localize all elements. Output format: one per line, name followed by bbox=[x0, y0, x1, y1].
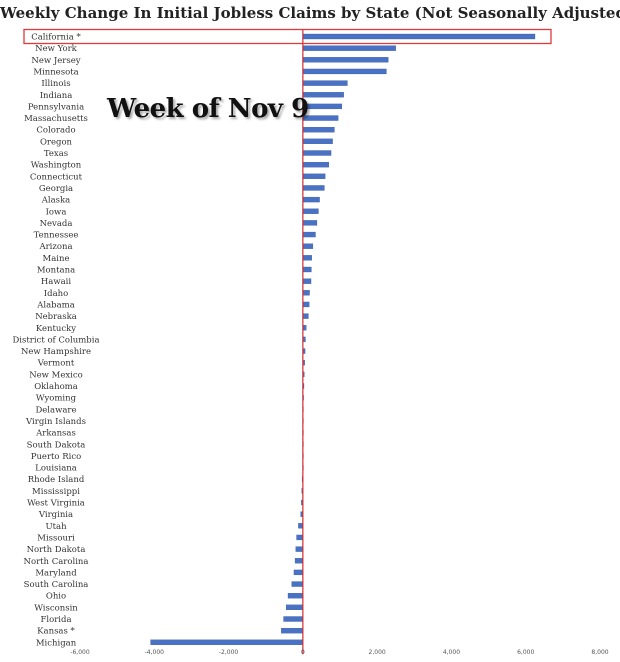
category-label: Virginia bbox=[38, 510, 73, 520]
category-label: Oregon bbox=[40, 137, 73, 147]
x-tick-label: 6,000 bbox=[517, 649, 534, 656]
category-label: New Jersey bbox=[31, 56, 80, 66]
bar bbox=[283, 616, 304, 622]
bar bbox=[293, 569, 304, 576]
x-tick-label: 8,000 bbox=[591, 649, 608, 656]
category-label: Alabama bbox=[36, 300, 75, 310]
week-annotation: Week of Nov 9 bbox=[107, 94, 309, 124]
category-label: Kentucky bbox=[36, 324, 76, 334]
x-tick-label: 4,000 bbox=[443, 649, 460, 656]
category-label: Minnesota bbox=[33, 67, 78, 77]
category-label: Delaware bbox=[35, 405, 76, 415]
bar bbox=[285, 604, 304, 610]
category-label: Vermont bbox=[37, 359, 75, 369]
bar bbox=[302, 220, 318, 226]
category-label: Alaska bbox=[41, 196, 71, 206]
bar bbox=[302, 231, 316, 238]
bar bbox=[302, 185, 325, 191]
bar bbox=[302, 33, 536, 40]
x-tick-label: -2,000 bbox=[219, 649, 239, 656]
bar bbox=[302, 266, 312, 273]
bar bbox=[295, 546, 304, 552]
category-label: Georgia bbox=[39, 184, 73, 194]
category-label: Arizona bbox=[38, 242, 72, 252]
category-label: Ohio bbox=[46, 592, 66, 602]
category-label: Mississippi bbox=[32, 487, 80, 497]
category-label: Maryland bbox=[35, 568, 77, 578]
category-label: Montana bbox=[37, 266, 75, 276]
category-label: Hawaii bbox=[41, 277, 72, 287]
category-label: Utah bbox=[45, 522, 67, 532]
category-label: Iowa bbox=[46, 207, 67, 217]
category-label: South Dakota bbox=[27, 440, 86, 450]
category-label: Wyoming bbox=[36, 394, 77, 404]
bar bbox=[302, 301, 310, 308]
bar bbox=[302, 68, 387, 75]
category-label: Washington bbox=[31, 161, 82, 171]
bar bbox=[302, 196, 320, 203]
x-tick-label: -6,000 bbox=[70, 649, 90, 656]
category-label: New Mexico bbox=[29, 370, 83, 380]
category-label: Louisiana bbox=[35, 464, 77, 474]
highlight-box bbox=[23, 28, 552, 45]
bar bbox=[302, 138, 333, 145]
category-label: Nevada bbox=[40, 219, 73, 229]
category-label: Tennessee bbox=[34, 231, 79, 241]
x-tick-label: 0 bbox=[301, 649, 305, 656]
bar bbox=[302, 313, 309, 319]
category-label: Virgin Islands bbox=[25, 417, 86, 427]
category-label: North Dakota bbox=[27, 545, 86, 555]
x-tick-label: -4,000 bbox=[145, 649, 165, 656]
bar bbox=[302, 208, 319, 214]
category-label: Missouri bbox=[37, 533, 75, 543]
bar bbox=[302, 80, 348, 86]
category-label: Idaho bbox=[44, 289, 68, 299]
category-label: Kansas * bbox=[37, 627, 75, 637]
category-label: Maine bbox=[43, 254, 70, 264]
bar bbox=[302, 278, 312, 284]
category-label: New Hampshire bbox=[21, 347, 91, 357]
bar bbox=[302, 243, 314, 249]
category-label: Puerto Rico bbox=[31, 452, 82, 462]
category-label: Pennsylvania bbox=[28, 102, 84, 112]
category-label: Oklahoma bbox=[34, 382, 78, 392]
bar bbox=[302, 255, 312, 261]
bar bbox=[296, 534, 304, 541]
category-label: New York bbox=[35, 44, 77, 54]
category-label: Massachusetts bbox=[24, 114, 88, 124]
bar bbox=[302, 150, 332, 156]
category-label: Illinois bbox=[41, 79, 70, 89]
category-label: Michigan bbox=[36, 638, 77, 648]
category-label: Nebraska bbox=[35, 312, 77, 322]
category-label: Arkansas bbox=[35, 429, 76, 439]
bar bbox=[302, 290, 310, 296]
category-label: Indiana bbox=[40, 91, 73, 101]
bar bbox=[302, 45, 396, 51]
bar bbox=[150, 639, 304, 645]
bar bbox=[281, 628, 304, 634]
category-label: Texas bbox=[44, 149, 68, 159]
bar bbox=[302, 173, 326, 179]
category-label: West Virginia bbox=[27, 499, 85, 509]
bar bbox=[291, 581, 304, 587]
category-label: Wisconsin bbox=[34, 603, 78, 613]
bar bbox=[302, 161, 330, 168]
category-label: California * bbox=[31, 33, 81, 43]
bar bbox=[298, 523, 304, 529]
category-label: Colorado bbox=[36, 126, 75, 136]
bar bbox=[287, 593, 304, 599]
category-label: South Carolina bbox=[24, 580, 89, 590]
category-label: Florida bbox=[40, 615, 71, 625]
category-label: Rhode Island bbox=[28, 475, 85, 485]
bar bbox=[302, 127, 335, 133]
category-label: District of Columbia bbox=[12, 335, 99, 345]
category-label: Connecticut bbox=[30, 172, 83, 182]
category-label: North Carolina bbox=[24, 557, 89, 567]
chart-title: Weekly Change In Initial Jobless Claims … bbox=[0, 4, 620, 22]
bar bbox=[302, 57, 389, 63]
x-tick-label: 2,000 bbox=[369, 649, 386, 656]
bar bbox=[294, 558, 304, 564]
